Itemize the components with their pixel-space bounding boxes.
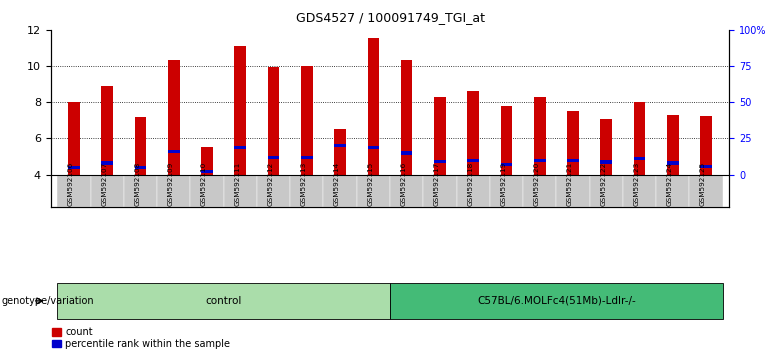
Bar [390,175,424,207]
Bar [601,160,612,164]
Bar [157,175,190,207]
Bar [590,175,623,207]
Bar [367,146,379,149]
Bar [235,46,246,175]
Bar [124,175,157,207]
Bar [667,161,679,165]
Text: genotype/variation: genotype/variation [2,296,94,306]
Bar [700,116,712,175]
Text: GDS4527 / 100091749_TGI_at: GDS4527 / 100091749_TGI_at [296,11,484,24]
Bar [633,157,645,160]
Text: C57BL/6.MOLFc4(51Mb)-Ldlr-/-: C57BL/6.MOLFc4(51Mb)-Ldlr-/- [477,296,636,306]
Text: GSM592111: GSM592111 [234,162,240,206]
Bar [58,175,90,207]
Bar [501,163,512,166]
Bar [567,112,579,175]
Text: GSM592124: GSM592124 [667,162,673,206]
Bar [324,175,356,207]
Bar [490,175,523,207]
Bar [690,175,722,207]
Bar [434,97,445,175]
Bar [534,159,545,162]
Bar [501,106,512,175]
Bar [556,175,590,207]
Bar [301,156,313,159]
Bar [268,156,279,159]
Bar [601,119,612,175]
Bar [190,175,224,207]
Bar [68,102,80,175]
Bar [456,175,490,207]
Text: GSM592120: GSM592120 [534,162,540,206]
Bar [68,166,80,169]
Bar [335,130,346,175]
Bar [367,38,379,175]
Bar [467,91,479,175]
Bar [424,175,456,207]
Text: GSM592115: GSM592115 [367,162,374,206]
Bar [168,150,179,153]
Text: GSM592119: GSM592119 [501,162,506,206]
Bar [90,175,124,207]
Text: GSM592117: GSM592117 [434,162,440,206]
Bar [224,175,257,207]
Text: GSM592112: GSM592112 [268,162,274,206]
Text: GSM592107: GSM592107 [101,162,108,206]
Bar [101,86,113,175]
Bar [623,175,656,207]
Bar [356,175,390,207]
Bar [467,159,479,162]
Bar [335,144,346,148]
Legend: count, percentile rank within the sample: count, percentile rank within the sample [51,327,230,349]
Bar [135,166,147,169]
Bar [633,102,645,175]
Bar [301,66,313,175]
Bar [534,97,545,175]
Bar [168,60,179,175]
Text: GSM592122: GSM592122 [601,162,606,206]
Text: GSM592125: GSM592125 [700,162,706,206]
Bar [257,175,290,207]
Text: GSM592106: GSM592106 [68,162,74,206]
Bar [523,175,556,207]
Bar [201,148,213,175]
Bar [434,160,445,163]
Bar [700,165,712,168]
Bar [135,117,147,175]
Bar [656,175,690,207]
Text: GSM592108: GSM592108 [134,162,140,206]
Bar [201,170,213,173]
Text: GSM592113: GSM592113 [301,162,307,206]
Text: GSM592123: GSM592123 [633,162,640,206]
Bar [235,146,246,149]
Text: control: control [205,296,242,306]
Text: GSM592121: GSM592121 [567,162,573,206]
Bar [567,159,579,162]
Text: GSM592109: GSM592109 [168,162,174,206]
Text: GSM592114: GSM592114 [334,162,340,206]
Bar [268,67,279,175]
Bar [401,60,413,175]
Text: GSM592110: GSM592110 [201,162,207,206]
Bar [101,161,113,165]
Bar [667,115,679,175]
Bar [401,152,413,155]
Text: GSM592118: GSM592118 [467,162,473,206]
Bar [290,175,324,207]
Text: GSM592116: GSM592116 [401,162,406,206]
